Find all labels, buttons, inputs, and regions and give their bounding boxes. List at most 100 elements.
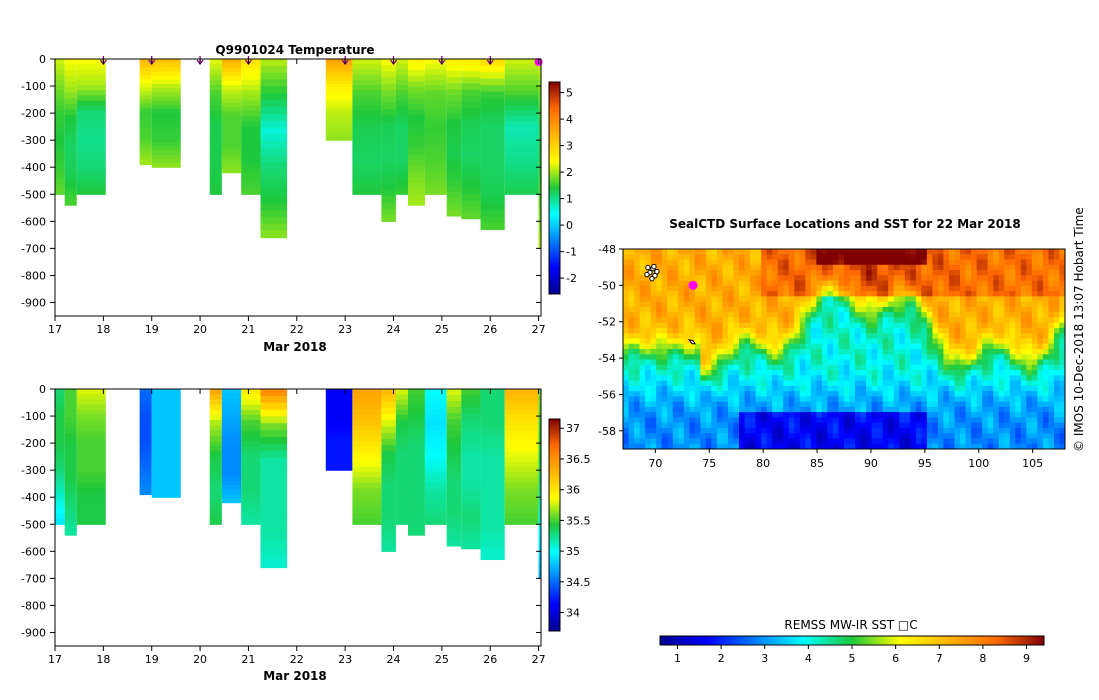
sst-cell — [733, 312, 740, 318]
salinity-cell — [424, 508, 447, 515]
sst-cell — [882, 396, 889, 403]
sst-cell — [948, 412, 955, 418]
sst-cell — [783, 259, 790, 266]
salinity-cell — [461, 419, 481, 427]
sst-cell — [761, 296, 768, 303]
temperature-cell — [395, 157, 409, 164]
sst-cell — [739, 433, 746, 439]
sst-cell — [788, 370, 795, 376]
sst-cell — [904, 327, 911, 334]
salinity-cell — [241, 430, 261, 437]
sst-cell — [899, 327, 906, 334]
sst-cell — [871, 364, 878, 371]
sst-cell — [844, 270, 851, 276]
sst-cell — [1059, 443, 1065, 449]
sst-cell — [810, 364, 817, 371]
temperature-cell — [151, 142, 181, 148]
sst-cell — [799, 317, 806, 324]
sst-cell — [993, 427, 1000, 434]
sst-cell — [821, 275, 828, 282]
temperature-cell — [504, 189, 539, 195]
sst-cell — [821, 433, 828, 439]
salinity-cell — [139, 482, 152, 487]
salinity-cell — [209, 430, 222, 437]
salinity-cell — [209, 399, 222, 406]
sst-cell — [1037, 427, 1044, 434]
sst-cell — [772, 264, 779, 271]
sst-cell — [689, 259, 696, 266]
sst-cell — [893, 333, 900, 339]
sst-cell — [794, 406, 801, 413]
sst-cell — [783, 391, 790, 397]
sst-cell — [932, 270, 939, 276]
sst-cell — [915, 338, 922, 345]
sst-cell — [998, 349, 1005, 355]
sst-cell — [727, 438, 734, 445]
sst-cell — [971, 306, 978, 313]
sst-cell — [722, 417, 729, 424]
temperature-cell — [408, 115, 425, 122]
sst-cell — [667, 270, 674, 276]
sst-cell — [937, 312, 944, 318]
sst-cell — [877, 433, 884, 439]
salinity-cell — [221, 458, 242, 464]
sst-cell — [904, 264, 911, 271]
sst-cell — [960, 433, 967, 439]
sst-cell — [683, 333, 690, 339]
salinity-cell — [209, 420, 222, 427]
sst-map-frame — [622, 248, 1066, 450]
sst-cell — [982, 291, 989, 297]
sst-cell — [1009, 359, 1016, 366]
sst-cell — [683, 306, 690, 313]
sst-cell — [645, 275, 652, 282]
sst-cell — [1020, 249, 1027, 255]
sst-cell — [794, 322, 801, 329]
sst-cell — [650, 317, 657, 324]
salinity-cell — [151, 451, 181, 457]
temperature-cell — [480, 183, 505, 191]
sst-cell — [650, 443, 657, 449]
sst-cell — [888, 338, 895, 345]
sst-cell — [866, 333, 873, 339]
sst-cell — [998, 427, 1005, 434]
sst-cell — [656, 406, 663, 413]
sst-colorbar-tick-label: 9 — [1023, 652, 1030, 665]
sst-cell — [998, 275, 1005, 282]
temperature-cell — [504, 116, 539, 123]
sst-cell — [921, 349, 928, 355]
sst-cell — [954, 301, 961, 308]
sst-cell — [805, 433, 812, 439]
salinity-cell — [446, 539, 462, 547]
temperature-cell — [241, 157, 261, 164]
temperature-cell — [408, 59, 425, 66]
sst-cell — [993, 401, 1000, 408]
temperature-cell — [395, 147, 409, 154]
sst-cell — [1026, 259, 1033, 266]
temperature-cell — [221, 85, 242, 91]
sst-cell — [1004, 349, 1011, 355]
sst-cell — [672, 422, 679, 429]
sst-cell — [1037, 333, 1044, 339]
salinity-cell — [480, 474, 505, 482]
x-tick-label: 24 — [387, 323, 401, 336]
sst-cell — [799, 285, 806, 292]
salinity-cell — [151, 488, 181, 494]
sst-cell — [877, 291, 884, 297]
sst-cell — [794, 280, 801, 287]
sst-cell — [965, 375, 972, 382]
sst-cell — [733, 275, 740, 282]
salinity-cell — [241, 508, 261, 515]
sst-cell — [783, 322, 790, 329]
salinity-cell — [424, 487, 447, 494]
sst-cell — [1020, 322, 1027, 329]
temperature-cell — [480, 131, 505, 139]
salinity-cell — [538, 512, 541, 521]
sst-cell — [722, 259, 729, 266]
sst-cell — [1009, 327, 1016, 334]
sst-colorbar-tick-label: 7 — [936, 652, 943, 665]
salinity-cell — [139, 486, 152, 492]
salinity-cell — [446, 467, 462, 475]
temperature-cell — [395, 116, 409, 123]
sst-cell — [1048, 433, 1055, 439]
temperature-cell — [395, 163, 409, 169]
